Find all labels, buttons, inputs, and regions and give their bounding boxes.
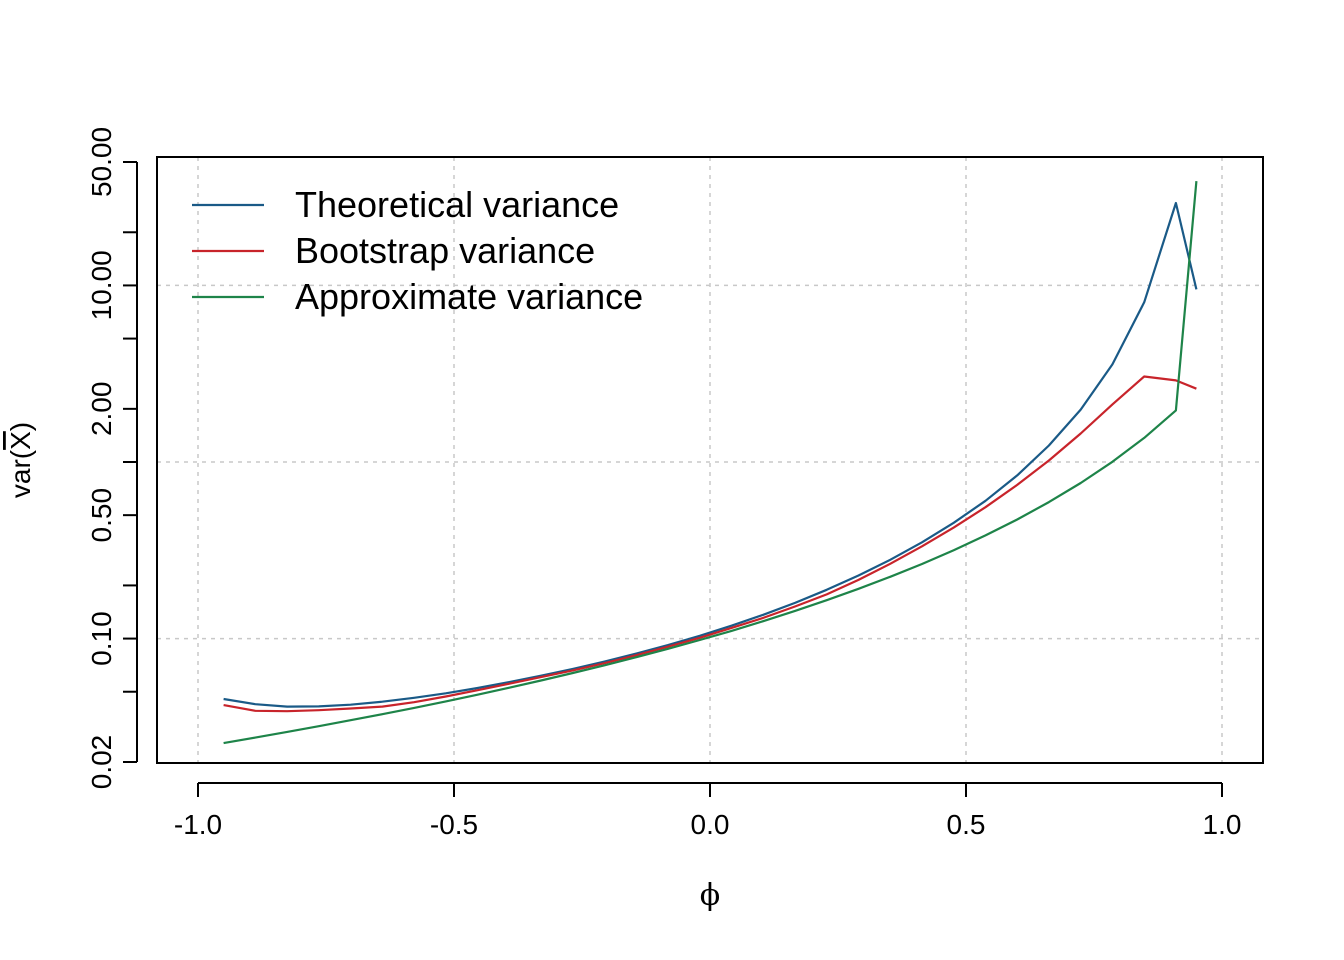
- series-line-3: [223, 181, 1198, 745]
- svg-text:var(X): var(X): [5, 422, 36, 498]
- series-line-1: [223, 201, 1198, 708]
- y-tick-label: 50.00: [86, 127, 117, 197]
- series-lines: [223, 181, 1198, 745]
- y-axis-label-symbol: X: [5, 431, 36, 450]
- x-tick-label: 1.0: [1203, 809, 1242, 840]
- x-tick-label: -1.0: [174, 809, 222, 840]
- legend: Theoretical variance Bootstrap variance Ap…: [192, 184, 643, 317]
- x-tick-label: 0.0: [691, 809, 730, 840]
- y-tick-label: 0.02: [86, 735, 117, 790]
- series-line-2: [223, 375, 1197, 713]
- plot-frame: [156, 156, 1264, 764]
- x-tick-label: 0.5: [947, 809, 986, 840]
- legend-label: Bootstrap variance: [295, 230, 595, 271]
- y-tick-label: 10.00: [86, 250, 117, 320]
- x-tick-label: -0.5: [430, 809, 478, 840]
- y-tick-label: 2.00: [86, 382, 117, 437]
- legend-label: Approximate variance: [295, 276, 643, 317]
- y-axis-label: var(X): [5, 422, 36, 498]
- y-axis-label-suffix: ): [5, 422, 36, 431]
- y-tick-label: 0.10: [86, 611, 117, 666]
- x-axis-label: ϕ: [700, 878, 720, 913]
- legend-label: Theoretical variance: [295, 184, 619, 225]
- grid-lines: [157, 157, 1263, 763]
- y-axis: 0.02 0.10 0.50 2.00 10.00 50.00: [86, 127, 138, 790]
- y-axis-label-prefix: var(: [5, 449, 36, 498]
- x-axis: -1.0 -0.5 0.0 0.5 1.0: [174, 782, 1242, 840]
- y-tick-label: 0.50: [86, 488, 117, 543]
